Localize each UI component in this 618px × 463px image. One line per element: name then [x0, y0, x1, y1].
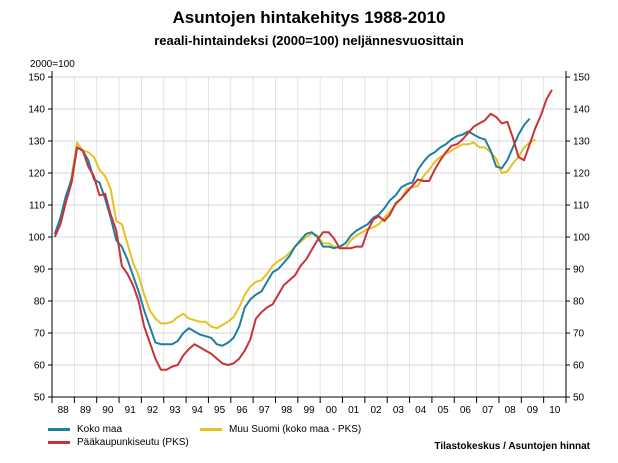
y-tick-label-left: 130: [28, 137, 45, 148]
y-tick-label-right: 110: [573, 201, 589, 212]
x-tick-label: 09: [527, 405, 539, 416]
x-tick-label: 88: [58, 405, 70, 416]
x-tick-label: 90: [102, 405, 114, 416]
series-line-pks: [53, 89, 553, 371]
x-tick-label: 06: [460, 405, 472, 416]
x-tick-label: 99: [303, 405, 315, 416]
x-tick-label: 94: [192, 405, 204, 416]
x-tick-label: 02: [370, 405, 382, 416]
legend-item-muu-suomi: Muu Suomi (koko maa - PKS): [200, 424, 361, 435]
x-tick-label: 96: [236, 405, 248, 416]
x-tick-label: 01: [348, 405, 360, 416]
x-tick-label: 10: [549, 405, 561, 416]
y-tick-label-left: 100: [28, 233, 45, 244]
x-tick-label: 93: [169, 405, 181, 416]
source-note: Tilastokeskus / Asuntojen hinnat: [434, 441, 590, 452]
legend-label-koko-maa: Koko maa: [77, 424, 123, 435]
x-tick-label: 92: [147, 405, 159, 416]
y-tick-label-right: 80: [573, 297, 585, 308]
legend-swatch-pks: [48, 441, 70, 444]
series-line-koko-maa: [53, 117, 531, 347]
y-tick-label-left: 120: [28, 169, 45, 180]
x-tick-label: 98: [281, 405, 293, 416]
x-tick-label: 95: [214, 405, 226, 416]
y-tick-label-left: 110: [29, 201, 45, 212]
y-tick-label-right: 90: [573, 265, 585, 276]
x-tick-label: 05: [438, 405, 450, 416]
legend-item-koko-maa: Koko maa: [48, 424, 122, 435]
y-tick-label-right: 50: [573, 393, 585, 404]
y-tick-label-right: 100: [573, 233, 590, 244]
y-tick-label-right: 60: [573, 361, 585, 372]
y-axis-unit-label: 2000=100: [30, 59, 75, 70]
y-tick-label-left: 90: [34, 265, 46, 276]
x-tick-label: 04: [415, 405, 427, 416]
y-tick-label-right: 150: [573, 73, 590, 84]
legend-label-muu-suomi: Muu Suomi (koko maa - PKS): [229, 424, 362, 435]
y-tick-label-right: 130: [573, 137, 590, 148]
y-tick-label-left: 60: [34, 361, 46, 372]
legend-swatch-koko-maa: [48, 428, 70, 431]
y-tick-label-left: 150: [28, 73, 45, 84]
y-tick-label-left: 50: [34, 393, 46, 404]
x-tick-label: 97: [259, 405, 271, 416]
chart-title: Asuntojen hintakehitys 1988-2010: [172, 8, 446, 27]
x-tick-label: 03: [393, 405, 405, 416]
y-tick-label-right: 140: [573, 105, 590, 116]
y-tick-label-right: 120: [573, 169, 590, 180]
x-tick-label: 08: [505, 405, 517, 416]
y-tick-label-right: 70: [573, 329, 585, 340]
chart-subtitle: reaali-hintaindeksi (2000=100) neljännes…: [154, 33, 464, 48]
x-tick-label: 91: [125, 405, 137, 416]
y-tick-label-left: 70: [34, 329, 46, 340]
y-tick-label-left: 140: [28, 105, 45, 116]
legend-item-pks: Pääkaupunkiseutu (PKS): [48, 437, 189, 448]
legend-label-pks: Pääkaupunkiseutu (PKS): [77, 437, 189, 448]
x-tick-label: 07: [482, 405, 494, 416]
x-tick-label: 00: [326, 405, 338, 416]
x-tick-label: 89: [80, 405, 92, 416]
legend-swatch-muu-suomi: [200, 428, 222, 431]
series-line-muu-suomi: [53, 138, 536, 330]
y-tick-label-left: 80: [34, 297, 46, 308]
